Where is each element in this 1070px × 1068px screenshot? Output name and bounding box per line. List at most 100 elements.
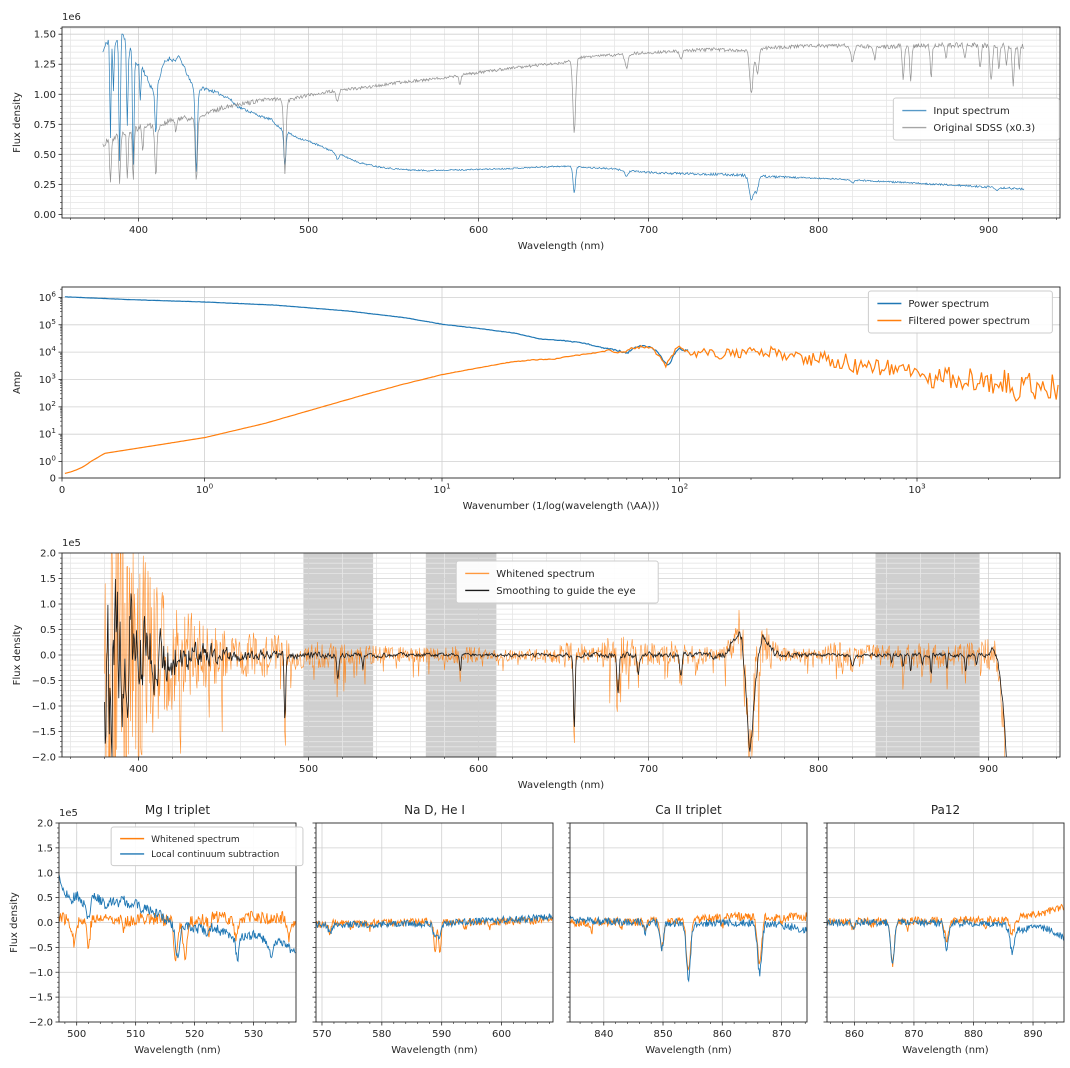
tick-labels: 840 850 860 870 [566,822,806,1040]
svg-text:800: 800 [809,764,828,775]
svg-text:0.0: 0.0 [37,918,53,929]
legend-label: Whitened spectrum [151,835,240,845]
svg-text:0.25: 0.25 [34,180,56,191]
y-axis-label: Flux density [12,625,23,686]
legend-label: Power spectrum [908,299,989,310]
svg-text:2.0: 2.0 [40,549,56,560]
series-input-spectrum [102,33,1025,201]
series-filtered-power-spectrum [64,344,1059,474]
series-local-continuum-subtraction [316,913,553,941]
axis-offset-label: 1e5 [62,538,81,549]
svg-text:840: 840 [594,1029,613,1040]
panel-title: Na D, He I [404,803,465,817]
legend-label: Original SDSS (x0.3) [933,123,1035,134]
panel-pa12: 860 870 880 890 Wavelength (nm) Pa12 [823,803,1065,1056]
svg-text:800: 800 [809,225,828,236]
svg-text:600: 600 [469,225,488,236]
svg-text:1.0: 1.0 [37,868,53,879]
series-local-continuum-subtraction [570,915,807,983]
svg-text:100: 100 [196,482,214,497]
svg-text:580: 580 [372,1029,391,1040]
legend: Whitened spectrum Local continuum subtrac… [110,826,304,867]
svg-text:0.00: 0.00 [34,210,56,221]
axis-offset-label: 1e5 [59,808,78,819]
svg-text:104: 104 [39,344,57,359]
svg-text:0.5: 0.5 [40,625,56,636]
series-whitened-spectrum [827,903,1064,968]
svg-text:520: 520 [185,1029,204,1040]
svg-text:−1.0: −1.0 [32,702,56,713]
svg-text:−2.0: −2.0 [32,753,56,764]
legend: Whitened spectrum Smoothing to guide the … [455,560,659,604]
svg-text:400: 400 [129,225,148,236]
series-whitened-spectrum [570,911,807,971]
series-whitened-spectrum [104,553,1005,757]
svg-text:−0.5: −0.5 [29,943,53,954]
series-original-sdss-x0-3- [102,41,1025,184]
svg-text:870: 870 [772,1029,791,1040]
svg-text:1.50: 1.50 [34,30,56,41]
svg-text:400: 400 [129,764,148,775]
tick-labels: 400 500 600 700 800 900 −2.0 −1.5 −1.0 −0.5 0.0 0.5… [32,549,1057,775]
x-axis-label: Wavenumber (1/log(wavelength (\AA))) [463,501,660,512]
y-axis-label: Amp [12,371,23,394]
svg-text:1.5: 1.5 [37,843,53,854]
svg-text:900: 900 [979,225,998,236]
svg-text:850: 850 [653,1029,672,1040]
axis-offset-label: 1e6 [62,12,81,23]
svg-text:1.5: 1.5 [40,574,56,585]
svg-text:500: 500 [299,225,318,236]
panel-power: 0 100 101 102 103 0 100 101 102 103 104 105 106 Waven… [12,286,1061,512]
series-power-spectrum [64,296,689,366]
svg-text:1.0: 1.0 [40,600,56,611]
svg-text:860: 860 [713,1029,732,1040]
svg-text:0.5: 0.5 [37,893,53,904]
svg-text:570: 570 [312,1029,331,1040]
svg-text:870: 870 [904,1029,923,1040]
svg-text:101: 101 [39,426,56,441]
svg-text:2.0: 2.0 [37,819,53,830]
svg-text:106: 106 [39,289,57,304]
tick-labels: 0 100 101 102 103 0 100 101 102 103 104 105 106 [39,288,1031,497]
legend-label: Local continuum subtraction [151,850,279,860]
legend: Power spectrum Filtered power spectrum [867,290,1053,334]
svg-text:530: 530 [244,1029,263,1040]
legend-label: Filtered power spectrum [908,316,1030,327]
svg-text:103: 103 [908,482,925,497]
panel-na: 570 580 590 600 Wavelength (nm) Na D, He I [312,803,554,1056]
svg-text:0.75: 0.75 [34,120,56,131]
svg-text:102: 102 [39,399,56,414]
tick-labels: 570 580 590 600 [312,822,550,1040]
svg-text:105: 105 [39,317,56,332]
svg-text:900: 900 [979,764,998,775]
y-axis-label: Flux density [9,892,20,953]
x-axis-label: Wavelength (nm) [391,1045,477,1056]
panel-whitened: 400 500 600 700 800 900 −2.0 −1.5 −1.0 −0.5 0.0 0.5… [12,538,1061,791]
svg-text:102: 102 [671,482,688,497]
svg-text:−1.5: −1.5 [32,727,56,738]
x-axis-label: Wavelength (nm) [902,1045,988,1056]
svg-text:860: 860 [845,1029,864,1040]
series-smoothing-to-guide-the-eye [104,578,1007,757]
panel-title: Ca II triplet [655,803,722,817]
svg-text:600: 600 [492,1029,511,1040]
legend-label: Input spectrum [933,106,1009,117]
svg-text:880: 880 [964,1029,983,1040]
svg-text:101: 101 [433,482,450,497]
svg-text:590: 590 [432,1029,451,1040]
svg-text:100: 100 [39,454,57,469]
panel-title: Mg I triplet [145,803,210,817]
legend-label: Smoothing to guide the eye [496,586,635,597]
tick-labels: 860 870 880 890 [823,822,1058,1040]
svg-text:−1.0: −1.0 [29,968,53,979]
x-axis-label: Wavelength (nm) [518,780,604,791]
panel-ca: 840 850 860 870 Wavelength (nm) Ca II triplet [566,803,808,1056]
svg-text:0.50: 0.50 [34,150,56,161]
x-axis-label: Wavelength (nm) [518,241,604,252]
svg-text:500: 500 [67,1029,86,1040]
svg-text:1.25: 1.25 [34,60,56,71]
svg-text:600: 600 [469,764,488,775]
panel-title: Pa12 [931,803,960,817]
